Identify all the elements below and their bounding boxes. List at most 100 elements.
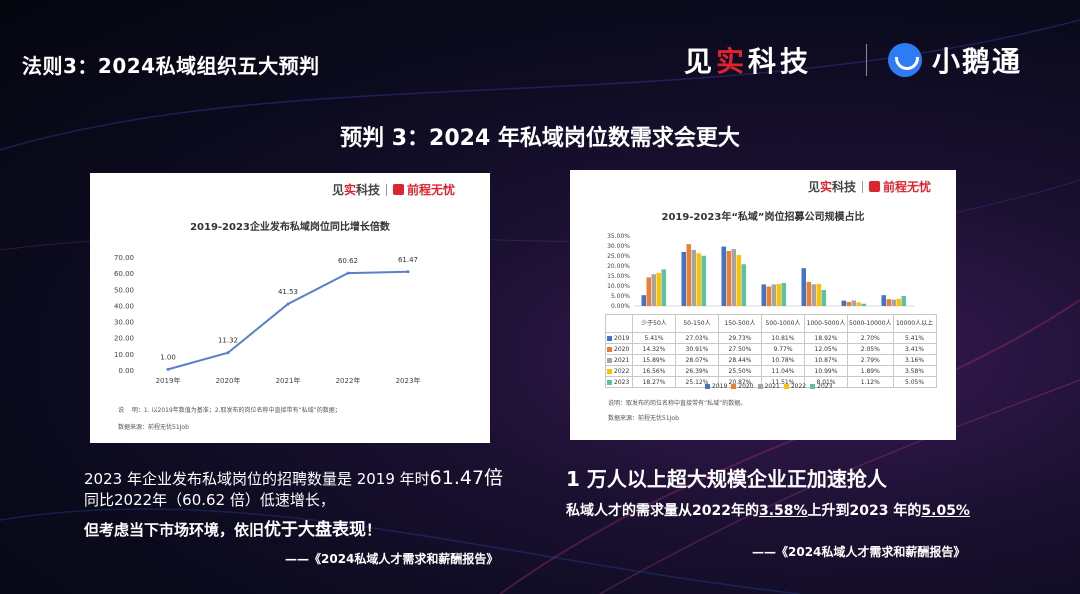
table-header-cell: 5000-10000人 (847, 314, 894, 333)
table-row-label: 2021 (605, 354, 633, 366)
table-cell: 9.77% (761, 343, 805, 355)
bar-2021 (731, 249, 736, 306)
y-tick-label: 0.00% (611, 303, 630, 310)
y-tick-label: 0.00 (118, 367, 134, 375)
bar-2022 (656, 272, 661, 306)
y-tick-label: 10.00 (114, 351, 134, 359)
table-corner-cell (605, 314, 633, 333)
bar-2023 (781, 282, 786, 306)
table-cell: 3.16% (892, 354, 937, 366)
table-cell: 26.39% (675, 365, 719, 377)
bar-2022 (736, 255, 741, 306)
line-chart: 0.00 10.00 20.00 30.00 40.00 50.00 60.00 70.00 1… (114, 254, 421, 385)
table-cell: 28.07% (675, 354, 719, 366)
legend-swatch (731, 384, 737, 389)
table-row: 2022 16.56% 26.39% 25.50% 11.04% 10.99% 1.89% 3… (605, 365, 937, 377)
y-tick-label: 25.00% (607, 253, 630, 260)
table-cell: 18.27% (632, 376, 676, 388)
x-tick-label: 2020年 (216, 376, 241, 385)
bar-2023 (741, 264, 746, 306)
bar-2019 (721, 246, 726, 306)
y-tick-label: 35.00% (607, 233, 630, 240)
left-panel-source: 数据来源：前程无忧51Job (118, 424, 189, 431)
bar-2023 (821, 289, 826, 306)
table-row-label: 2020 (605, 343, 633, 355)
y-tick-label: 15.00% (607, 273, 630, 280)
table-cell: 3.58% (892, 365, 937, 377)
series-name: 2022 (614, 367, 630, 375)
table-cell: 11.51% (761, 376, 805, 388)
y-tick-label: 5.00% (611, 293, 630, 300)
table-header-cell: 1000-5000人 (804, 314, 848, 333)
left-report-source: ——《2024私域人才需求和薪酬报告》 (285, 552, 499, 566)
table-row-label: 2022 (605, 365, 633, 377)
x-tick-label: 2022年 (336, 376, 361, 385)
bar-2022 (896, 298, 901, 306)
bar-2021 (691, 249, 696, 306)
bar-2019 (761, 284, 766, 306)
legend-swatch (757, 384, 763, 389)
table-cell: 2.79% (847, 354, 894, 366)
y-tick-label: 60.00 (114, 270, 134, 278)
y-tick-label: 40.00 (114, 302, 134, 310)
xiaoetong-logo-icon (888, 43, 922, 77)
y-tick-label: 30.00 (114, 319, 134, 327)
table-cell: 25.50% (718, 365, 762, 377)
x-tick-label: 2019年 (156, 376, 181, 385)
right-panel-note: 说明：取发布的岗位名称中直接带有“私域”的数据。 (608, 400, 747, 407)
table-cell: 12.05% (804, 343, 848, 355)
bar-2019 (641, 295, 646, 306)
table-cell: 2.70% (847, 332, 894, 344)
right-summary-line: 私域人才的需求量从2022年的3.58%上升到2023 年的5.05% (566, 503, 970, 519)
left-panel-note: 说 明：1. 以2019年数值为基准；2.取发布的岗位名称中直接带有“私域”的数… (118, 407, 341, 414)
table-cell: 10.78% (761, 354, 805, 366)
y-tick-label: 50.00 (114, 286, 134, 294)
bar-2022 (816, 284, 821, 306)
table-row-label: 2023 (605, 376, 633, 388)
bar-2021 (891, 299, 896, 306)
line-point (406, 270, 410, 274)
right-report-source: ——《2024私域人才需求和薪酬报告》 (752, 545, 966, 559)
bar-2021 (651, 274, 656, 306)
line-point (286, 302, 290, 306)
table-cell: 14.32% (632, 343, 676, 355)
table-cell: 29.73% (718, 332, 762, 344)
bar-2019 (881, 295, 886, 306)
table-header-row: 少于50人 50-150人 150-500人 500-1000人 1000-5000人 5… (605, 314, 937, 333)
data-label: 41.53 (278, 288, 298, 296)
table-cell: 5.41% (892, 332, 937, 344)
y-tick-label: 30.00% (607, 243, 630, 250)
table-cell: 5.41% (632, 332, 676, 344)
legend-swatch (607, 368, 612, 374)
bar-chart-legend: 2019 2020 2021 2022 2023 (705, 383, 832, 390)
line-chart-title: 2019-2023企业发布私域岗位同比增长倍数 (190, 222, 390, 233)
legend-swatch (607, 346, 612, 352)
table-cell: 28.44% (718, 354, 762, 366)
qiancheng-logo-icon (869, 181, 881, 192)
left-panel-logo: 见实科技 前程无忧 (332, 183, 456, 197)
legend-item: 2022 (783, 383, 807, 390)
table-cell: 1.12% (847, 376, 894, 388)
table-cell: 10.87% (804, 354, 848, 366)
x-tick-label: 2023年 (396, 376, 421, 385)
table-cell: 16.56% (632, 365, 676, 377)
y-tick-label: 20.00 (114, 335, 134, 343)
right-chart-panel: 见实科技 前程无忧 2019-2023年“私域”岗位招募公司规模占比 0.00%… (570, 170, 956, 440)
line-series-path (167, 270, 409, 371)
jianshi-brand-logo: 见实科技 (684, 45, 813, 78)
y-tick-label: 10.00% (607, 283, 630, 290)
left-summary-line-2: 同比2022年（60.62 倍）低速增长， (84, 491, 335, 509)
table-cell: 2.05% (847, 343, 894, 355)
legend-label: 2022 (790, 383, 807, 390)
bar-2019 (801, 268, 806, 306)
data-label: 11.32 (218, 337, 238, 345)
table-cell: 27.03% (675, 332, 719, 344)
table-header-cell: 150-500人 (718, 314, 762, 333)
table-cell: 10.99% (804, 365, 848, 377)
series-name: 2020 (614, 345, 630, 353)
legend-swatch (607, 335, 612, 341)
line-point (346, 271, 350, 275)
table-header-cell: 10000人以上 (892, 314, 937, 333)
x-tick-label: 2021年 (276, 376, 301, 385)
legend-swatch (607, 357, 612, 363)
